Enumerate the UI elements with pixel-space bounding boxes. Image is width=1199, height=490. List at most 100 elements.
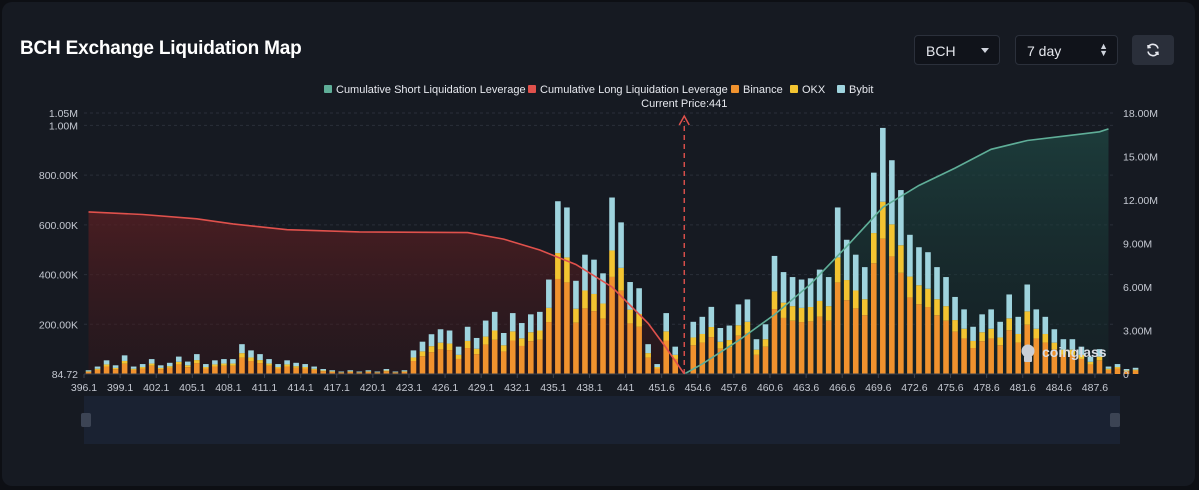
bar-binance [365, 371, 372, 374]
zoom-handle-left[interactable] [81, 413, 91, 427]
bar-okx [780, 302, 787, 318]
bar-bybit [591, 259, 597, 294]
bar-bybit [880, 127, 886, 202]
bar-bybit [121, 355, 128, 361]
bar-okx [311, 368, 317, 370]
bar-binance [1123, 371, 1130, 374]
bar-bybit [573, 280, 579, 309]
bar-okx [401, 371, 408, 372]
bar-bybit [528, 314, 534, 333]
x-tick-label: 438.1 [576, 382, 602, 394]
bar-okx [898, 245, 904, 273]
bar-bybit [347, 370, 354, 372]
bar-bybit [1033, 309, 1040, 329]
long-cumulative-line [88, 211, 685, 375]
bar-okx [988, 328, 994, 339]
y-right-tick-label: 9.00M [1123, 239, 1152, 251]
bar-okx [1114, 367, 1121, 369]
x-tick-label: 432.1 [504, 382, 530, 394]
bar-okx [257, 360, 263, 364]
bar-bybit [636, 288, 642, 314]
x-tick-label: 408.1 [215, 382, 241, 394]
bar-okx [383, 370, 390, 372]
y-left-tick-label: 1.00M [49, 120, 78, 132]
bar-binance [1015, 342, 1022, 374]
bar-binance [1006, 330, 1012, 374]
bar-okx [582, 290, 588, 309]
bar-okx [1015, 333, 1022, 343]
x-tick-label: 481.6 [1010, 382, 1036, 394]
bar-binance [230, 365, 236, 374]
bar-okx [771, 291, 778, 310]
x-tick-label: 484.6 [1046, 382, 1072, 394]
bar-okx [825, 306, 832, 321]
bar-okx [419, 351, 426, 357]
bar-binance [166, 367, 173, 374]
legend-label: OKX [802, 84, 826, 96]
bar-bybit [1123, 369, 1130, 371]
y-left-tick-label: 1.05M [49, 108, 78, 120]
bar-bybit [491, 311, 498, 331]
bar-binance [311, 369, 317, 374]
bar-okx [482, 336, 489, 345]
x-tick-label: 475.6 [937, 382, 963, 394]
bar-okx [1069, 349, 1076, 355]
bar-binance [537, 339, 543, 374]
zoom-slider-track[interactable] [84, 396, 1120, 444]
bar-binance [771, 309, 778, 374]
bar-bybit [284, 360, 290, 365]
bar-okx [518, 338, 525, 346]
bar-bybit [175, 356, 182, 362]
bar-okx [708, 327, 715, 338]
bar-okx [121, 360, 128, 364]
bar-okx [1024, 311, 1031, 325]
bar-bybit [627, 282, 633, 310]
bar-okx [970, 340, 976, 349]
bar-binance [410, 361, 417, 374]
bar-binance [175, 364, 182, 374]
coinglass-logo-icon [1021, 344, 1035, 362]
refresh-button[interactable] [1132, 35, 1174, 65]
bar-okx [203, 367, 209, 369]
bar-okx [843, 280, 850, 301]
bar-binance [1087, 364, 1094, 374]
bar-binance [473, 354, 480, 374]
bar-okx [744, 321, 751, 333]
bar-okx [1105, 368, 1112, 370]
bar-binance [293, 367, 299, 374]
bar-binance [726, 347, 733, 374]
bar-bybit [257, 354, 263, 361]
range-select[interactable]: 7 day ▲ ▼ [1015, 35, 1118, 65]
bar-bybit [1060, 339, 1067, 350]
bar-okx [284, 364, 290, 367]
bar-binance [1033, 338, 1040, 374]
bar-bybit [925, 252, 931, 289]
bar-bybit [185, 361, 191, 366]
bar-bybit [455, 346, 462, 355]
bar-binance [708, 337, 715, 374]
bar-bybit [212, 360, 218, 365]
bar-okx [528, 332, 534, 342]
bar-okx [1042, 333, 1049, 343]
bar-binance [347, 371, 354, 374]
bar-okx [690, 337, 697, 346]
long-cumulative-area [88, 211, 685, 374]
legend-swatch [790, 85, 798, 93]
bar-binance [528, 341, 534, 374]
bar-bybit [735, 304, 742, 326]
bar-okx [221, 363, 227, 366]
bar-okx [112, 367, 119, 370]
bar-okx [600, 303, 606, 319]
legend-swatch [837, 85, 845, 93]
zoom-handle-right[interactable] [1110, 413, 1120, 427]
bar-bybit [726, 325, 733, 341]
bar-binance [988, 338, 994, 374]
bar-binance [979, 341, 985, 374]
bar-bybit [1051, 329, 1058, 343]
coin-select[interactable]: BCH [914, 35, 1000, 65]
bar-okx [212, 364, 218, 367]
x-tick-label: 435.1 [540, 382, 566, 394]
bar-okx [997, 337, 1003, 346]
bar-okx [85, 371, 92, 372]
watermark-text: coinglass [1042, 344, 1107, 360]
